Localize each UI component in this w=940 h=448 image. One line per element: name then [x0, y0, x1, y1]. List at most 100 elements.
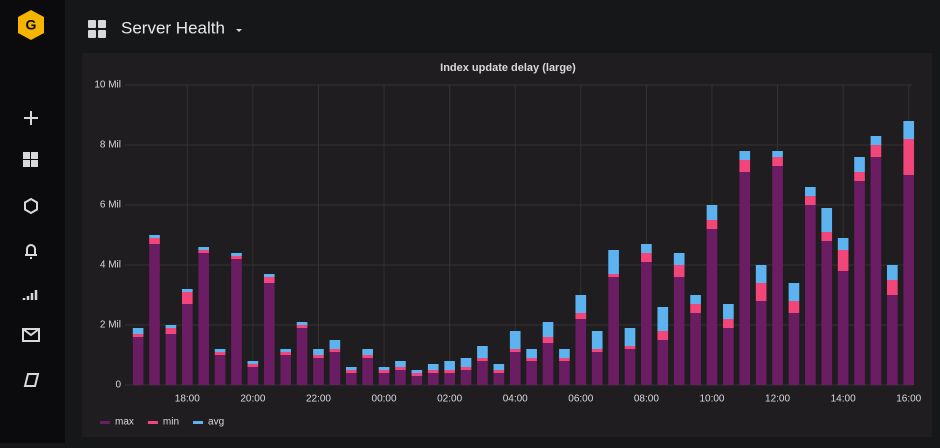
dashboard-picker[interactable]: Server Health — [88, 18, 242, 38]
bar-segment — [575, 313, 587, 319]
bar-segment — [181, 304, 193, 385]
bar-segment — [870, 145, 882, 157]
bar-segment — [247, 364, 259, 367]
bar-segment — [395, 361, 406, 367]
bar-segment — [149, 244, 160, 385]
bar-segment — [591, 349, 603, 352]
bar-segment — [313, 349, 324, 355]
bar-segment — [149, 235, 160, 238]
bar-segment — [854, 181, 865, 385]
bar-segment — [706, 220, 718, 229]
bar-segment — [263, 277, 275, 283]
bar-segment — [329, 352, 341, 385]
bar-segment — [641, 253, 652, 262]
sidebar-icons[interactable] — [22, 111, 40, 387]
bar-segment — [460, 358, 472, 367]
bar-segment — [821, 208, 833, 232]
x-tick-label: 06:00 — [568, 394, 593, 405]
dashboard-title[interactable]: Server Health — [121, 18, 225, 37]
bar-segment — [673, 253, 685, 265]
bar-segment — [624, 349, 636, 385]
bar-segment — [411, 370, 423, 373]
legend-label: max — [115, 417, 134, 428]
bar-segment — [395, 367, 406, 370]
bar-segment — [149, 238, 160, 244]
bar-segment — [444, 373, 455, 385]
bar-segment — [214, 352, 226, 355]
bar-segment — [329, 349, 341, 352]
bar-segment — [673, 265, 685, 277]
legend-swatch — [193, 421, 204, 424]
bar-segment — [903, 175, 915, 385]
bar-segment — [477, 346, 488, 358]
bar-segment — [345, 370, 357, 373]
x-tick-label: 16:00 — [896, 394, 921, 405]
bar-segment — [247, 367, 259, 385]
bar-segment — [657, 307, 669, 331]
bar-segment — [231, 256, 242, 259]
bar-segment — [345, 373, 357, 385]
bar-segment — [378, 367, 390, 370]
bar-segment — [362, 358, 373, 385]
x-tick-label: 14:00 — [831, 394, 856, 405]
bar-segment — [542, 322, 554, 337]
bar-segment — [280, 355, 292, 385]
bar-segment — [477, 361, 488, 385]
bar-segment — [837, 250, 849, 271]
sidebar — [0, 0, 65, 443]
legend-label: min — [163, 417, 179, 428]
bar-segment — [132, 334, 144, 337]
x-tick-label: 18:00 — [175, 394, 200, 405]
bar-segment — [165, 325, 177, 328]
bar-segment — [788, 283, 800, 301]
bar-segment — [132, 337, 144, 385]
bar-segment — [755, 283, 767, 301]
bar-segment — [198, 250, 210, 253]
bar-segment — [837, 271, 849, 385]
bar-segment — [805, 187, 816, 196]
bar-segment — [165, 328, 177, 334]
bar-segment — [788, 301, 800, 313]
bar-segment — [247, 361, 259, 364]
bar-segment — [739, 151, 751, 160]
bar-segment — [444, 370, 455, 373]
bar-segment — [755, 265, 767, 283]
x-tick-label: 08:00 — [634, 394, 659, 405]
bar-segment — [772, 166, 783, 385]
bar-segment — [542, 343, 554, 385]
bar-segment — [657, 340, 669, 385]
bar-segment — [509, 349, 521, 352]
legend-swatch — [100, 421, 110, 424]
bar-segment — [903, 121, 915, 139]
bar-segment — [493, 373, 505, 385]
bar-segment — [903, 139, 915, 175]
bar-segment — [345, 367, 357, 370]
bar-segment — [509, 352, 521, 385]
bar-segment — [821, 241, 833, 385]
bar-segment — [641, 244, 652, 253]
bar-segment — [755, 301, 767, 385]
bar-segment — [788, 313, 800, 385]
bar-segment — [460, 370, 472, 385]
bar-segment — [477, 358, 488, 361]
bar-segment — [493, 370, 505, 373]
bar-segment — [821, 232, 833, 241]
bar-segment — [608, 274, 619, 277]
bar-segment — [313, 358, 324, 385]
bar-segment — [493, 364, 505, 370]
bar-segment — [231, 259, 242, 385]
bar-segment — [181, 289, 193, 292]
bar-segment — [526, 361, 537, 385]
bar-segment — [460, 367, 472, 370]
bar-segment — [805, 205, 816, 385]
logo[interactable]: G — [18, 10, 44, 40]
bar-segment — [509, 331, 521, 349]
bar-segment — [837, 238, 849, 250]
x-tick-label: 22:00 — [306, 394, 331, 405]
legend-label: avg — [208, 417, 224, 428]
x-tick-label: 02:00 — [437, 394, 462, 405]
x-tick-label: 10:00 — [699, 394, 724, 405]
bar-segment — [739, 160, 751, 172]
y-tick-label: 8 Mil — [100, 140, 121, 151]
